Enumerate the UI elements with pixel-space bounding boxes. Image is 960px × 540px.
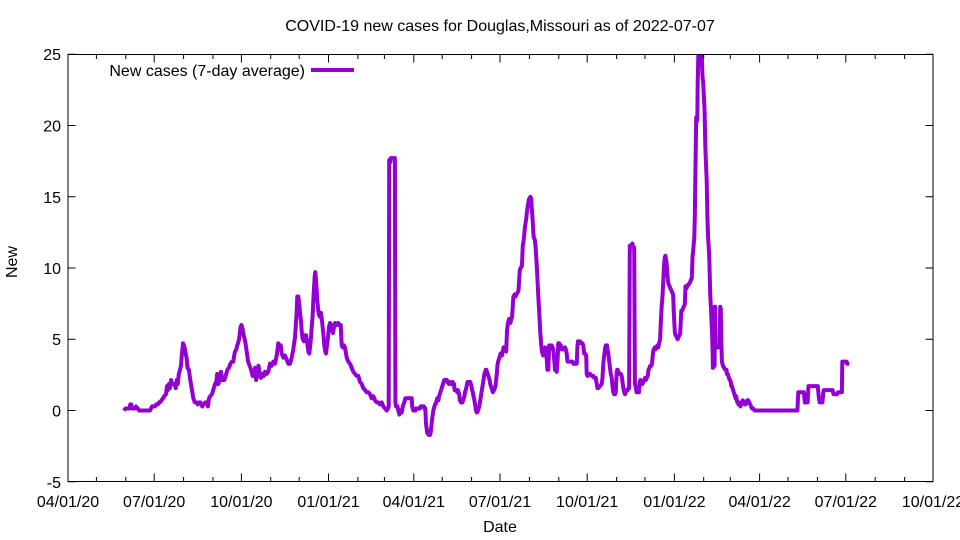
svg-text:07/01/21: 07/01/21 <box>469 494 531 511</box>
svg-text:10/01/21: 10/01/21 <box>556 494 618 511</box>
svg-text:10/01/20: 10/01/20 <box>210 494 272 511</box>
svg-text:07/01/22: 07/01/22 <box>815 494 877 511</box>
svg-text:5: 5 <box>52 332 61 349</box>
svg-text:New cases (7-day average): New cases (7-day average) <box>109 63 305 80</box>
svg-text:0: 0 <box>52 404 61 421</box>
svg-text:15: 15 <box>43 190 61 207</box>
svg-text:-5: -5 <box>47 475 61 492</box>
svg-text:04/01/20: 04/01/20 <box>37 494 99 511</box>
svg-text:01/01/22: 01/01/22 <box>643 494 705 511</box>
svg-text:07/01/20: 07/01/20 <box>123 494 185 511</box>
svg-text:10: 10 <box>43 261 61 278</box>
svg-text:04/01/21: 04/01/21 <box>383 494 445 511</box>
svg-text:COVID-19 new cases for Douglas: COVID-19 new cases for Douglas,Missouri … <box>285 18 715 35</box>
svg-text:25: 25 <box>43 47 61 64</box>
svg-text:New: New <box>4 246 21 278</box>
svg-text:01/01/21: 01/01/21 <box>297 494 359 511</box>
svg-text:20: 20 <box>43 119 61 136</box>
svg-text:Date: Date <box>483 519 517 536</box>
svg-text:10/01/22: 10/01/22 <box>902 494 960 511</box>
svg-text:04/01/22: 04/01/22 <box>728 494 790 511</box>
